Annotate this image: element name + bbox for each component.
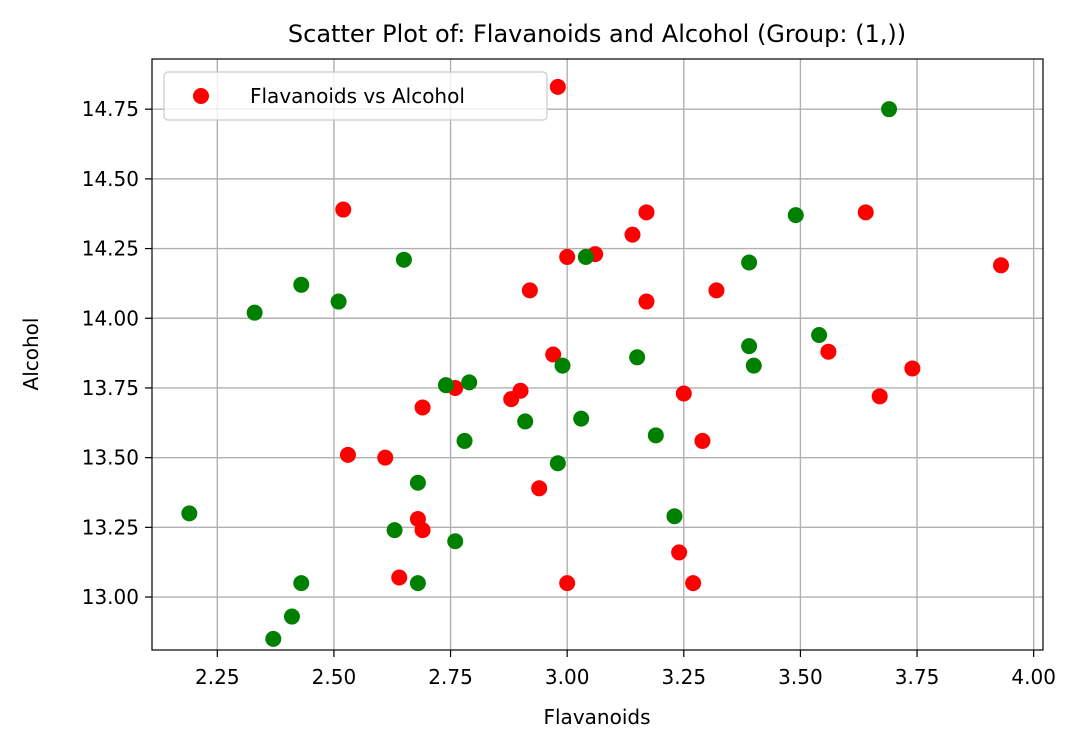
y-tick-label: 14.50 <box>82 167 139 191</box>
data-point-series-1 <box>549 455 566 472</box>
y-tick-label: 14.75 <box>82 97 139 121</box>
data-point-series-0 <box>671 544 688 561</box>
data-point-series-1 <box>395 251 412 268</box>
data-point-series-1 <box>787 207 804 224</box>
data-point-series-0 <box>993 257 1010 274</box>
grid <box>152 59 1043 650</box>
data-point-series-1 <box>629 349 646 366</box>
y-tick-label: 13.25 <box>82 515 139 539</box>
x-axis-label: Flavanoids <box>544 705 651 729</box>
data-point-series-0 <box>820 343 837 360</box>
x-tick-label: 3.50 <box>778 665 823 689</box>
x-tick-label: 2.25 <box>195 665 240 689</box>
data-point-series-1 <box>330 293 347 310</box>
data-point-series-0 <box>675 385 692 402</box>
data-point-series-0 <box>521 282 538 299</box>
data-point-series-1 <box>666 508 683 525</box>
data-point-series-0 <box>559 575 576 592</box>
data-point-series-1 <box>745 357 762 374</box>
data-point-series-0 <box>339 446 356 463</box>
data-point-series-0 <box>685 575 702 592</box>
data-point-series-1 <box>647 427 664 444</box>
legend-label: Flavanoids vs Alcohol <box>250 84 465 108</box>
data-point-series-1 <box>881 101 898 118</box>
data-point-series-1 <box>293 276 310 293</box>
data-point-series-0 <box>531 480 548 497</box>
data-point-series-0 <box>857 204 874 221</box>
data-point-series-0 <box>559 248 576 265</box>
x-tick-label: 3.25 <box>662 665 707 689</box>
x-tick-label: 4.00 <box>1011 665 1056 689</box>
legend-box <box>163 71 548 121</box>
data-point-series-0 <box>414 522 431 539</box>
data-point-series-1 <box>461 374 478 391</box>
legend: Flavanoids vs Alcohol <box>163 71 548 121</box>
data-point-series-1 <box>517 413 534 430</box>
data-point-series-0 <box>549 78 566 95</box>
data-point-series-0 <box>638 293 655 310</box>
y-axis-ticks: 13.00 13.25 13.50 13.75 14.00 14.25 14.50 14.75 <box>82 97 152 609</box>
y-tick-label: 13.50 <box>82 446 139 470</box>
data-point-series-0 <box>545 346 562 363</box>
data-point-series-1 <box>409 575 426 592</box>
data-point-series-0 <box>503 391 520 408</box>
y-tick-label: 14.00 <box>82 306 139 330</box>
data-point-series-0 <box>871 388 888 405</box>
data-point-series-1 <box>811 326 828 343</box>
data-point-series-0 <box>638 204 655 221</box>
data-point-series-0 <box>377 449 394 466</box>
data-point-series-0 <box>694 432 711 449</box>
data-point-series-1 <box>456 432 473 449</box>
x-tick-label: 3.00 <box>545 665 590 689</box>
data-points <box>181 78 1010 647</box>
plot-frame <box>151 58 1044 651</box>
data-point-series-1 <box>283 608 300 625</box>
y-tick-label: 13.75 <box>82 376 139 400</box>
data-point-series-0 <box>708 282 725 299</box>
data-point-series-1 <box>265 630 282 647</box>
x-axis-ticks: 2.25 2.50 2.75 3.00 3.25 3.50 3.75 4.00 <box>195 650 1056 689</box>
data-point-series-1 <box>741 338 758 355</box>
data-point-series-0 <box>414 399 431 416</box>
data-point-series-1 <box>386 522 403 539</box>
data-point-series-0 <box>391 569 408 586</box>
y-tick-label: 13.00 <box>82 585 139 609</box>
x-tick-label: 2.50 <box>312 665 357 689</box>
data-point-series-1 <box>554 357 571 374</box>
x-tick-label: 2.75 <box>428 665 473 689</box>
data-point-series-1 <box>181 505 198 522</box>
data-point-series-1 <box>447 533 464 550</box>
data-point-series-1 <box>741 254 758 271</box>
data-point-series-1 <box>409 474 426 491</box>
data-point-series-1 <box>437 377 454 394</box>
y-tick-label: 14.25 <box>82 237 139 261</box>
data-point-series-0 <box>624 226 641 243</box>
data-point-series-0 <box>335 201 352 218</box>
chart-title: Scatter Plot of: Flavanoids and Alcohol … <box>288 20 906 48</box>
data-point-series-1 <box>573 410 590 427</box>
y-axis-label: Alcohol <box>19 318 43 391</box>
legend-marker <box>193 88 209 104</box>
data-point-series-0 <box>904 360 921 377</box>
data-point-series-1 <box>577 248 594 265</box>
data-point-series-1 <box>293 575 310 592</box>
data-point-series-1 <box>246 304 263 321</box>
x-tick-label: 3.75 <box>895 665 940 689</box>
